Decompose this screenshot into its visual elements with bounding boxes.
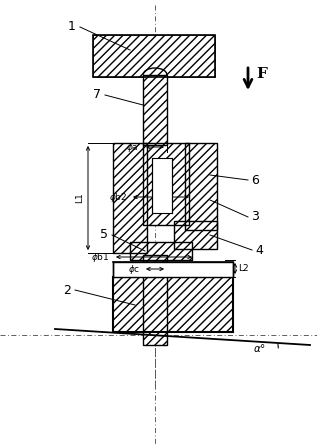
Bar <box>143 143 189 225</box>
Bar <box>185 143 217 230</box>
Text: 4: 4 <box>255 243 263 256</box>
Bar <box>152 158 172 213</box>
Text: $\phi$b2: $\phi$b2 <box>109 190 127 203</box>
Bar <box>93 35 215 77</box>
Bar <box>93 35 215 77</box>
Text: $\alpha$°: $\alpha$° <box>253 342 266 354</box>
Bar <box>174 221 217 249</box>
Text: 6: 6 <box>251 174 259 186</box>
Bar <box>113 277 233 332</box>
Bar <box>143 255 167 345</box>
Text: 3: 3 <box>251 210 259 223</box>
Bar <box>185 143 217 230</box>
Bar <box>113 262 233 277</box>
Bar <box>174 221 217 249</box>
Bar <box>130 242 192 260</box>
Bar <box>113 143 147 253</box>
Text: 5: 5 <box>100 228 108 242</box>
Bar <box>143 255 167 345</box>
Text: L2: L2 <box>238 264 249 273</box>
Text: 1: 1 <box>68 20 76 33</box>
Text: 2: 2 <box>63 283 71 296</box>
Bar <box>130 242 192 260</box>
Bar <box>143 143 189 225</box>
Bar <box>143 75 167 145</box>
Bar <box>113 143 147 253</box>
Bar <box>143 75 167 145</box>
Text: 7: 7 <box>93 89 101 101</box>
Text: F: F <box>256 67 267 81</box>
Text: $\phi$a: $\phi$a <box>126 141 139 154</box>
Text: L1: L1 <box>75 193 84 203</box>
Bar <box>113 277 233 332</box>
Text: $\phi$b1: $\phi$b1 <box>91 251 110 263</box>
Text: $\phi$c: $\phi$c <box>128 263 140 275</box>
